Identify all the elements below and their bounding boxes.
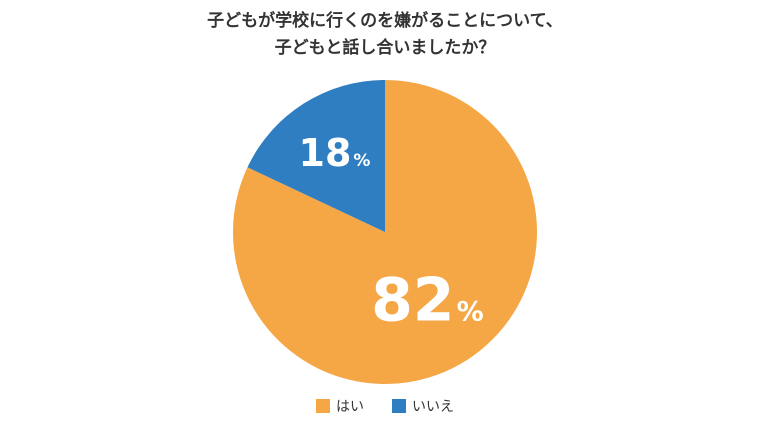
pie-slice-yes	[233, 80, 537, 385]
legend: はい いいえ	[0, 396, 770, 416]
legend-item-no: いいえ	[392, 396, 454, 416]
chart-title-line-2: 子どもと話し合いましたか？	[274, 38, 496, 58]
legend-swatch-no	[392, 399, 406, 413]
pie-label-yes: 82%	[371, 265, 484, 335]
chart-title: 子どもが学校に行くのを嫌がることについて、 子どもと話し合いましたか？	[0, 8, 770, 62]
pie-label-no: 18%	[299, 131, 371, 175]
legend-label-no: いいえ	[412, 399, 454, 415]
legend-swatch-yes	[316, 399, 330, 413]
chart-title-line-1: 子どもが学校に行くのを嫌がることについて、	[207, 11, 563, 31]
pie-slice-no	[247, 80, 385, 232]
legend-item-yes: はい	[316, 396, 364, 416]
legend-label-yes: はい	[336, 399, 364, 415]
